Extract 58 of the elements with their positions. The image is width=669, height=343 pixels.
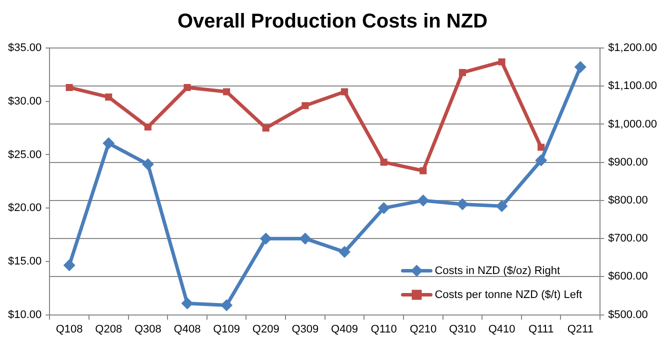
x-tick-label: Q211 bbox=[567, 323, 594, 336]
point bbox=[223, 88, 230, 96]
y2-tick-label: $800.00 bbox=[608, 194, 648, 206]
y-tick-label: $20.00 bbox=[8, 202, 42, 214]
y-tick-label: $10.00 bbox=[8, 308, 42, 321]
y-tick-label: $30.00 bbox=[8, 95, 42, 108]
point bbox=[102, 137, 115, 150]
chart-title: Overall Production Costs in NZD bbox=[177, 10, 488, 33]
x-tick-label: Q209 bbox=[252, 323, 280, 336]
x-tick-label: Q410 bbox=[488, 323, 516, 336]
point bbox=[262, 124, 270, 132]
x-tick-label: Q408 bbox=[174, 323, 201, 336]
x-tick-label: Q210 bbox=[410, 323, 437, 336]
y-tick-label: $35.00 bbox=[8, 42, 42, 54]
x-tick-label: Q208 bbox=[95, 323, 122, 336]
y2-tick-label: $1,200.00 bbox=[608, 42, 657, 54]
point bbox=[66, 84, 73, 92]
legend-label: Costs in NZD ($/oz) Right bbox=[434, 264, 560, 277]
point bbox=[302, 102, 309, 110]
y2-tick-label: $500.00 bbox=[608, 308, 648, 321]
point bbox=[380, 158, 388, 166]
point bbox=[184, 84, 191, 92]
point bbox=[538, 144, 545, 151]
point bbox=[378, 202, 390, 214]
point bbox=[417, 194, 430, 206]
point bbox=[181, 297, 194, 310]
point bbox=[260, 232, 272, 245]
legend-label: Costs per tonne NZD ($/t) Left bbox=[434, 288, 582, 301]
point bbox=[420, 167, 427, 174]
point bbox=[498, 58, 506, 66]
point bbox=[105, 94, 112, 101]
point bbox=[458, 69, 466, 76]
point bbox=[142, 158, 154, 170]
point bbox=[535, 154, 548, 166]
y-tick-label: $15.00 bbox=[8, 255, 42, 268]
y2-tick-label: $1,000.00 bbox=[608, 118, 657, 130]
point bbox=[340, 88, 348, 96]
y2-tick-label: $700.00 bbox=[608, 232, 648, 245]
point bbox=[338, 246, 351, 258]
x-tick-label: Q110 bbox=[370, 323, 397, 336]
point bbox=[456, 198, 468, 210]
x-tick-label: Q308 bbox=[134, 323, 162, 336]
point bbox=[299, 232, 312, 245]
x-tick-label: Q310 bbox=[449, 323, 476, 336]
x-tick-label: Q108 bbox=[56, 323, 83, 336]
point bbox=[144, 123, 152, 131]
point bbox=[63, 259, 76, 272]
point bbox=[574, 61, 586, 74]
y2-tick-label: $900.00 bbox=[608, 156, 648, 168]
x-tick-label: Q409 bbox=[331, 323, 358, 336]
point bbox=[220, 299, 233, 312]
y2-tick-label: $600.00 bbox=[608, 270, 648, 283]
y2-tick-label: $1,100.00 bbox=[608, 80, 657, 92]
x-tick-label: Q109 bbox=[213, 323, 240, 336]
y-tick-label: $25.00 bbox=[8, 148, 42, 161]
x-tick-label: Q309 bbox=[292, 323, 319, 336]
x-tick-label: Q111 bbox=[528, 323, 554, 336]
point bbox=[496, 200, 508, 212]
